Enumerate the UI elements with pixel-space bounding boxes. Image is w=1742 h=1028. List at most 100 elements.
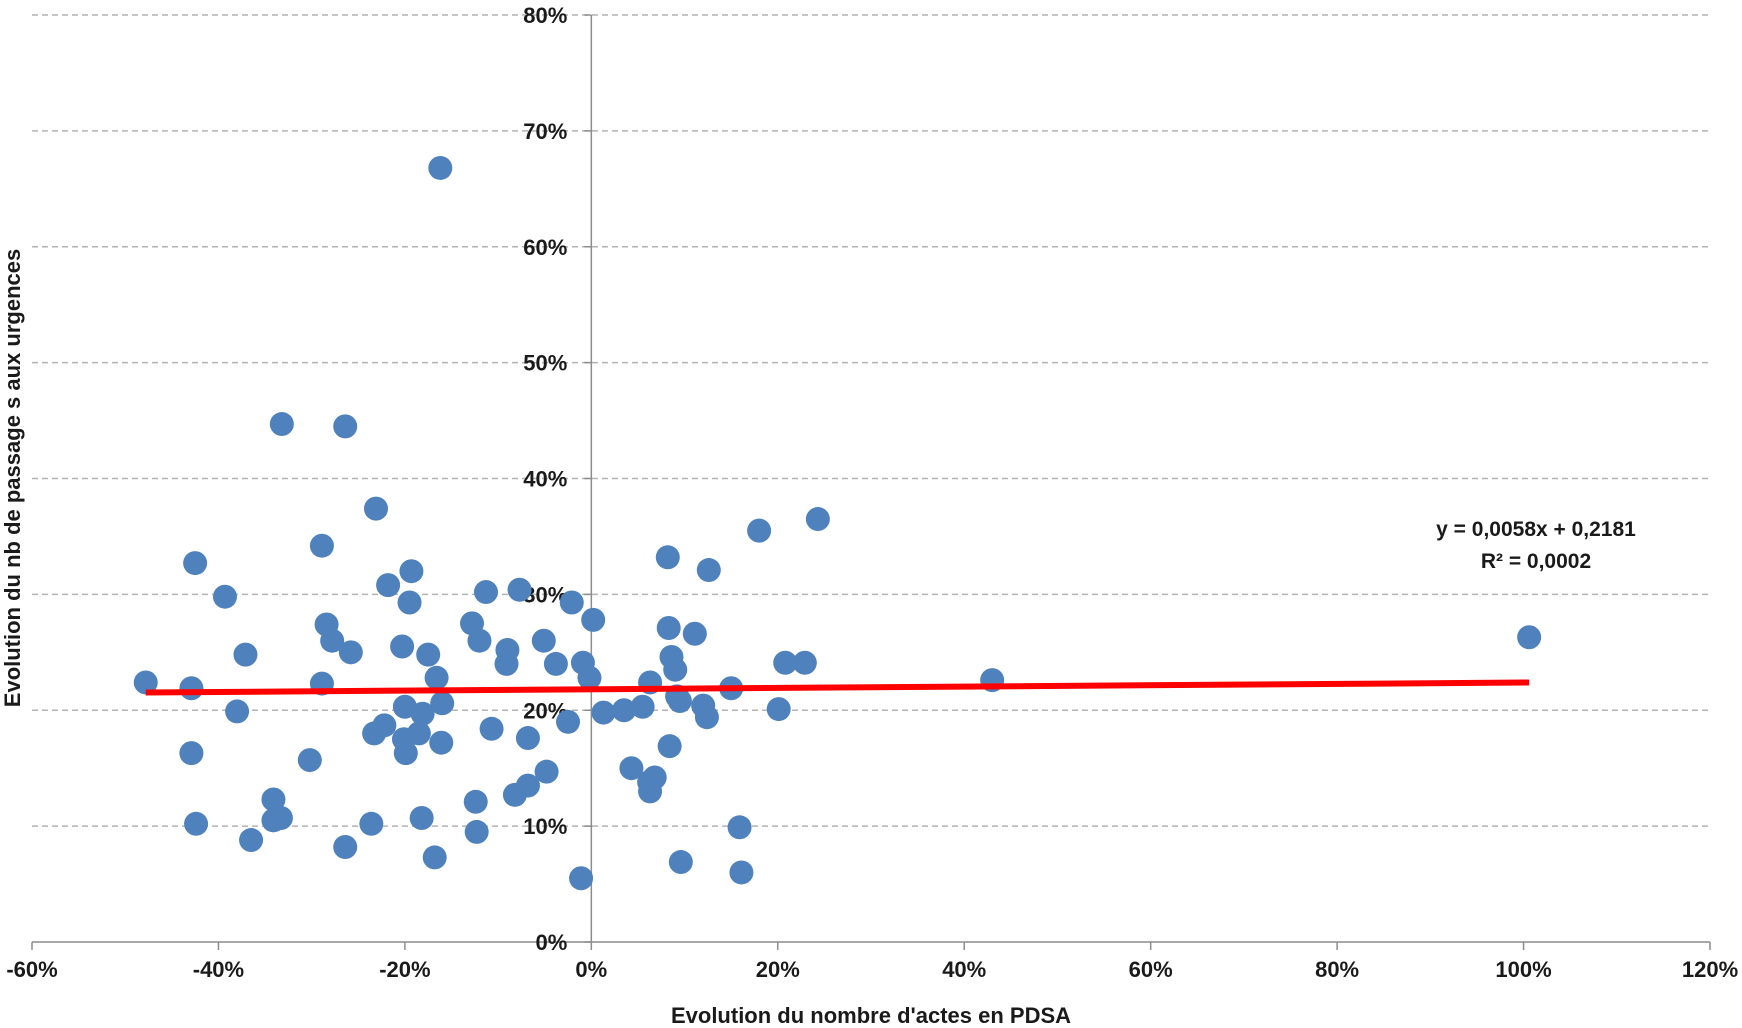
x-axis-title: Evolution du nombre d'actes en PDSA: [671, 1003, 1071, 1028]
data-point: [422, 845, 447, 870]
data-point: [269, 412, 294, 437]
data-point: [239, 828, 264, 853]
x-tick-label: -20%: [379, 957, 430, 982]
data-point: [363, 496, 388, 521]
y-tick-label: 50%: [523, 351, 567, 376]
data-point: [534, 759, 559, 784]
y-tick-label: 0%: [536, 930, 568, 955]
data-point: [619, 756, 644, 781]
data-points: [133, 155, 1542, 891]
data-point: [309, 533, 334, 558]
data-point: [430, 691, 455, 716]
trendline-r-squared: R² = 0,0002: [1481, 550, 1591, 573]
data-point: [694, 705, 719, 730]
data-point: [630, 694, 655, 719]
data-point: [682, 621, 707, 646]
data-point: [390, 634, 415, 659]
data-point: [409, 806, 434, 831]
data-point: [727, 815, 752, 840]
data-point: [179, 741, 204, 766]
data-point: [372, 713, 397, 738]
data-point: [642, 765, 667, 790]
data-point: [428, 155, 453, 180]
data-point: [559, 590, 584, 615]
data-point: [805, 507, 830, 532]
data-point: [663, 657, 688, 682]
data-point: [507, 577, 532, 602]
data-point: [729, 860, 754, 885]
data-point: [333, 414, 358, 439]
data-point: [179, 676, 204, 701]
data-point: [268, 806, 293, 831]
data-point: [1517, 625, 1542, 650]
data-point: [467, 628, 492, 653]
data-point: [225, 699, 250, 724]
data-point: [581, 607, 606, 632]
data-point: [515, 726, 540, 751]
data-point: [655, 545, 680, 570]
data-point: [747, 518, 772, 543]
y-axis-title: Evolution du nb de passage s aux urgence…: [0, 249, 25, 707]
data-point: [479, 716, 504, 741]
data-point: [591, 700, 616, 725]
x-tick-label: 100%: [1495, 957, 1551, 982]
y-tick-label: 40%: [523, 467, 567, 492]
data-point: [184, 811, 209, 836]
data-point: [473, 580, 498, 605]
x-tick-label: 40%: [942, 957, 986, 982]
y-tick-label: 10%: [523, 814, 567, 839]
data-point: [464, 819, 489, 844]
trendline: [145, 679, 1530, 696]
data-point: [657, 734, 682, 759]
data-point: [577, 665, 602, 690]
data-point: [531, 628, 556, 653]
data-point: [393, 741, 418, 766]
data-point: [297, 748, 322, 773]
data-point: [773, 650, 798, 675]
data-point: [233, 642, 258, 667]
data-point: [416, 642, 441, 667]
data-point: [515, 773, 540, 798]
data-point: [397, 590, 422, 615]
data-point: [320, 628, 345, 653]
x-tick-label: 0%: [575, 957, 607, 982]
data-point: [656, 615, 681, 640]
data-point: [667, 688, 692, 713]
x-tick-label: 80%: [1315, 957, 1359, 982]
y-tick-label: 70%: [523, 119, 567, 144]
data-point: [611, 698, 636, 723]
data-point: [556, 709, 581, 734]
y-tick-label: 80%: [523, 3, 567, 28]
trendline-equation: y = 0,0058x + 0,2181: [1436, 518, 1636, 541]
data-point: [212, 584, 237, 609]
data-point: [543, 651, 568, 676]
x-tick-label: 60%: [1129, 957, 1173, 982]
axes: [31, 14, 1711, 950]
data-point: [495, 637, 520, 662]
x-tick-label: -60%: [6, 957, 57, 982]
data-point: [668, 850, 693, 875]
y-tick-label: 60%: [523, 235, 567, 260]
data-point: [399, 559, 424, 584]
data-point: [338, 640, 363, 665]
data-point: [429, 730, 454, 755]
x-tick-label: -40%: [193, 957, 244, 982]
data-point: [424, 665, 449, 690]
data-point: [261, 787, 286, 812]
data-point: [410, 701, 435, 726]
data-point: [463, 789, 488, 814]
data-point: [569, 866, 594, 891]
data-point: [133, 670, 158, 695]
data-point: [333, 834, 358, 859]
data-point: [766, 697, 791, 722]
trendline-group: [145, 679, 1530, 696]
data-point: [696, 558, 721, 583]
data-point: [183, 551, 208, 576]
data-point: [376, 573, 401, 598]
x-tick-label: 20%: [756, 957, 800, 982]
data-point: [406, 721, 431, 746]
x-tick-label: 120%: [1682, 957, 1738, 982]
data-point: [792, 650, 817, 675]
